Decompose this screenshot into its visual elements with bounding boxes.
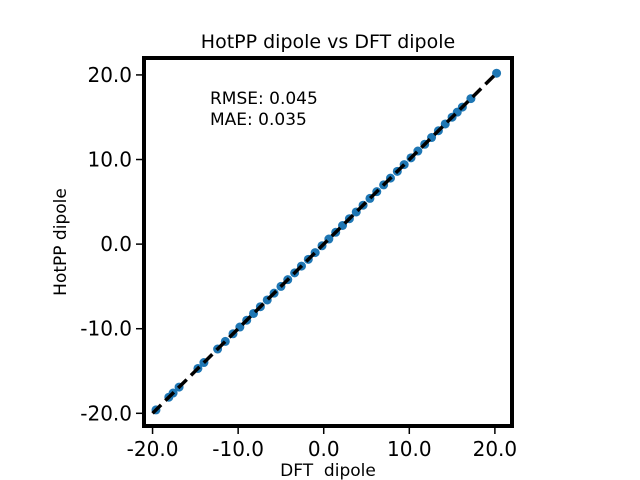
y-axis-label: HotPP dipole xyxy=(51,188,71,296)
plot-frame xyxy=(142,56,514,428)
y-tick-label: 20.0 xyxy=(87,63,132,87)
x-tick-label: 0.0 xyxy=(308,437,340,461)
data-point xyxy=(492,68,502,78)
y-tick-label: 0.0 xyxy=(100,232,132,256)
chart-title: HotPP dipole vs DFT dipole xyxy=(201,31,455,53)
x-axis: -20.0 -10.0 0.0 10.0 20.0 xyxy=(127,428,517,461)
x-tick-label: -20.0 xyxy=(127,437,179,461)
y-axis: -20.0 -10.0 0.0 10.0 20.0 xyxy=(80,63,142,425)
mae-annotation: MAE: 0.035 xyxy=(210,110,307,130)
x-axis-label: DFT dipole xyxy=(280,461,376,480)
x-tick-label: -10.0 xyxy=(212,437,264,461)
y-tick-label: -20.0 xyxy=(80,401,132,425)
x-tick-label: 20.0 xyxy=(473,437,518,461)
x-tick-label: 10.0 xyxy=(387,437,432,461)
rmse-annotation: RMSE: 0.045 xyxy=(210,89,318,109)
y-tick-label: 10.0 xyxy=(87,148,132,172)
y-tick-label: -10.0 xyxy=(80,317,132,341)
plot-area xyxy=(151,68,502,415)
reference-line xyxy=(151,71,499,415)
